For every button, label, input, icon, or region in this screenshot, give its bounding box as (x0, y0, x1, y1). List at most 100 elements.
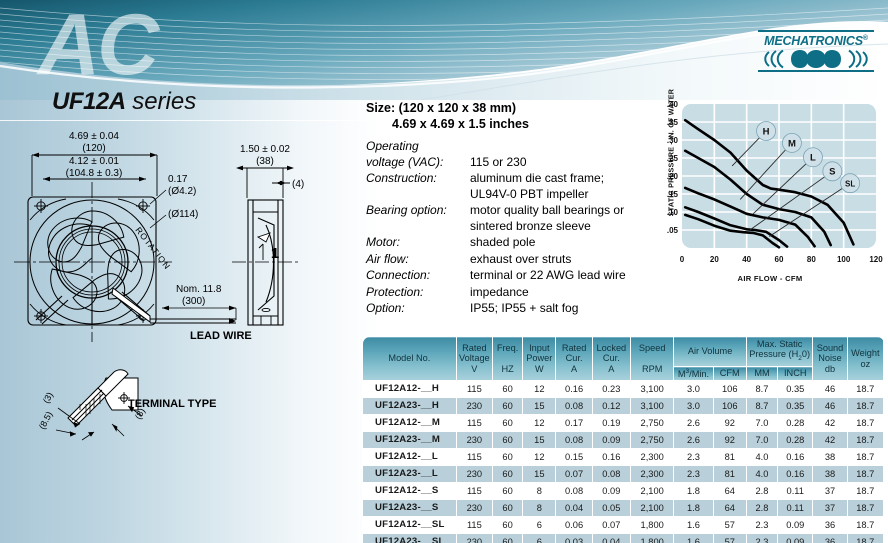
col-label: Input Power (526, 342, 553, 364)
series-model: UF12A (52, 88, 126, 115)
cell-inch: 0.16 (777, 448, 814, 466)
col-label: Freq. (496, 342, 519, 353)
spec-value: . 115 or 230 (470, 139, 658, 170)
svg-text:.10: .10 (667, 208, 679, 217)
table-row: UF12A23-__H 230 60 15 0.08 0.12 3,100 3.0 106 8.7… (362, 397, 885, 415)
table-row: UF12A12-__L 115 60 12 0.15 0.16 2,300 2.3 81 4.0 0… (362, 448, 885, 466)
cell-model: UF12A23-__S (362, 499, 457, 517)
cell-m3min: 2.3 (673, 465, 714, 483)
cell-m3min: 1.8 (673, 499, 714, 517)
logo-rule-top (758, 30, 874, 32)
terminal-dim-8: (8) (133, 407, 147, 421)
chart-callout-bubble-m (782, 132, 802, 153)
cell-voltage: 230 (455, 533, 493, 543)
col-label: Weight (851, 348, 880, 358)
cell-weight: 18.7 (846, 380, 885, 398)
cell-mm: 4.0 (745, 448, 779, 466)
cell-model: UF12A12-__S (362, 482, 457, 500)
performance-chart: STATIC PRESSURE - IN. OF WATER H M L S SL .05… (652, 89, 888, 292)
col-unit: HZ (501, 363, 514, 374)
cell-voltage: 115 (455, 448, 493, 466)
cell-weight: 18.7 (846, 482, 885, 500)
spec-key: Option: (366, 301, 405, 315)
cell-model: UF12A12-__L (362, 448, 457, 466)
cell-noise: 38 (812, 448, 848, 466)
dim-blade-dia: (Ø114) (168, 209, 198, 220)
cell-voltage: 115 (455, 482, 493, 500)
page-title: UF12A series (52, 88, 196, 116)
cell-speed: 3,100 (629, 397, 675, 415)
cell-m3min: 2.6 (673, 431, 714, 449)
cell-freq: 60 (491, 482, 524, 500)
col-freq: Freq. HZ (491, 336, 524, 381)
watermark-ac: AC (38, 0, 159, 93)
chart-curve-s (683, 206, 789, 248)
mechanical-drawings: 4.69 ± 0.04 (120) 4.12 ± 0.01 (104.8 ± 0… (0, 120, 358, 480)
chart-callout-bubble-l (803, 147, 823, 168)
cell-m3min: 1.6 (673, 533, 714, 543)
cell-freq: 60 (491, 414, 524, 432)
cell-inch: 0.16 (777, 465, 814, 483)
logo-fan-wave-icon (758, 48, 874, 70)
cell-m3min: 2.3 (673, 448, 714, 466)
cell-weight: 18.7 (846, 465, 885, 483)
svg-text:80: 80 (807, 255, 816, 264)
spec-value-line1: 115 or 230 (470, 154, 527, 169)
cell-cfm: 92 (712, 431, 747, 449)
cell-noise: 42 (812, 431, 848, 449)
cell-cfm: 57 (712, 516, 747, 534)
svg-text:.35: .35 (667, 118, 679, 127)
col-group-max-static-pressure: Max. Static Pressure (H20) (745, 336, 814, 367)
svg-text:.05: .05 (667, 226, 679, 235)
table-row: UF12A23-__S 230 60 8 0.04 0.05 2,100 1.8 64 2.8 0.… (362, 499, 885, 517)
chart-x-axis-label: AIR FLOW - CFM (737, 274, 803, 283)
cell-rated_cur: 0.06 (555, 516, 593, 534)
dim-lead-inch: Nom. 11.8 (176, 284, 222, 295)
cell-noise: 46 (812, 380, 848, 398)
chart-callout-bubble-s (822, 161, 843, 182)
col-weight: Weight oz (846, 336, 885, 381)
col-inch: INCH (777, 366, 814, 381)
cell-power: 6 (522, 516, 557, 534)
specifications-block: Size: (120 x 120 x 38 mm) 4.69 x 4.69 x … (366, 100, 658, 318)
cell-model: UF12A23-__L (362, 465, 457, 483)
spec-value: IP55; IP55 + salt fog (470, 301, 579, 315)
table-body: UF12A12-__H 115 60 12 0.16 0.23 3,100 3.0 106 8.7… (362, 380, 885, 543)
dim-lead-mm: (300) (182, 296, 205, 307)
spec-value: terminal or 22 AWG lead wire (470, 268, 626, 282)
cell-locked_cur: 0.07 (591, 516, 632, 534)
spec-value-line2: sintered bronze sleeve (470, 218, 591, 233)
chart-gridlines (682, 104, 876, 248)
model-table-container: Model No. Rated Voltage V Freq. HZ Input… (362, 336, 885, 543)
chart-y-ticklabels: .05 .10 .15 .20 .25 .30 .35 .40 (667, 100, 679, 235)
chart-callouts: H M L S SL (731, 121, 861, 237)
cell-speed: 2,300 (629, 448, 675, 466)
cell-noise: 36 (812, 516, 848, 534)
cell-power: 6 (522, 533, 557, 543)
spec-value: motor quality ball bearings or sintered … (470, 203, 658, 234)
cell-locked_cur: 0.23 (591, 380, 632, 398)
cell-rated_cur: 0.04 (555, 499, 593, 517)
cell-cfm: 57 (712, 533, 747, 543)
chart-plot: H M L S SL .05 .10 .15 .20 .25 .30 .35 .40 0 20 40 60 80 1… (667, 100, 883, 264)
cell-speed: 3,100 (629, 380, 675, 398)
cell-inch: 0.35 (777, 397, 814, 415)
mechatronics-logo: MECHATRONICS® (758, 30, 874, 73)
col-locked-current: Locked Cur. A (591, 336, 632, 381)
svg-text:.40: .40 (667, 100, 679, 109)
col-input-power: Input Power W (522, 336, 557, 381)
col-unit: RPM (641, 363, 663, 374)
cell-mm: 2.3 (745, 516, 779, 534)
cell-weight: 18.7 (846, 499, 885, 517)
cell-rated_cur: 0.07 (555, 465, 593, 483)
cell-voltage: 115 (455, 380, 493, 398)
cell-cfm: 64 (712, 482, 747, 500)
chart-callout-label-l: L (810, 153, 816, 164)
dim-hole-dia-inch: 0.17 (168, 174, 188, 185)
spec-row-bearing-option: Bearing option: motor quality ball beari… (366, 203, 658, 234)
cell-m3min: 2.6 (673, 414, 714, 432)
terminal-dim-3: (3) (41, 391, 55, 405)
chart-y-axis-label: STATIC PRESSURE - IN. OF WATER (666, 88, 676, 217)
cell-rated_cur: 0.08 (555, 482, 593, 500)
svg-text:60: 60 (775, 255, 784, 264)
